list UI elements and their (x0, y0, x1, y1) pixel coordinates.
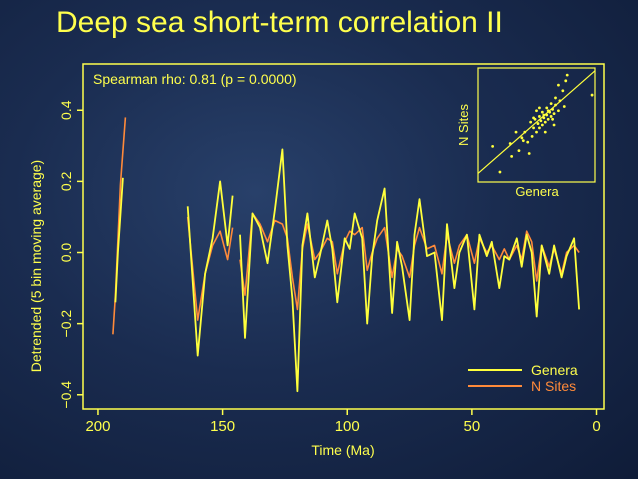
inset-point (538, 115, 541, 118)
inset-point (565, 73, 569, 77)
inset-point (545, 113, 549, 117)
series-line-genera (114, 177, 124, 303)
inset-point (520, 136, 524, 140)
inset-point (529, 120, 533, 124)
inset-point (510, 154, 514, 158)
inset-point (543, 120, 547, 124)
inset-point (557, 83, 560, 87)
series-layer (112, 117, 580, 393)
x-tick-label: 150 (210, 418, 235, 435)
inset-x-label: Genera (515, 184, 559, 199)
y-tick-label: 0.4 (58, 100, 74, 120)
legend-label-nsites: N Sites (531, 378, 576, 394)
inset-point (564, 79, 568, 83)
inset-point (491, 144, 495, 148)
x-tick-label: 0 (592, 418, 600, 435)
inset-point (530, 135, 534, 138)
inset-point (536, 122, 540, 125)
inset-point (546, 109, 550, 113)
y-tick-label: −0.4 (58, 381, 74, 409)
inset-y-label: N Sites (456, 104, 471, 146)
plot-frame (82, 63, 605, 410)
inset-point (542, 116, 546, 120)
inset-point (557, 109, 560, 113)
inset-point (540, 110, 544, 114)
inset-point (551, 117, 554, 121)
inset-point (538, 126, 541, 130)
inset-point (527, 152, 531, 155)
inset-point (554, 96, 557, 100)
inset-point (539, 119, 543, 123)
inset-point (517, 149, 521, 153)
y-tick-label: 0.0 (58, 243, 74, 263)
inset-point (508, 142, 512, 145)
annotation: Spearman rho: 0.81 (p = 0.0000) (93, 71, 297, 87)
inset-point (545, 106, 549, 110)
inset-point (521, 139, 525, 143)
series-line-genera (239, 148, 580, 393)
inset-point (540, 123, 544, 127)
legend: Genera N Sites (468, 362, 578, 394)
inset-point (514, 130, 518, 134)
inset-layer (477, 70, 596, 174)
inset-point (526, 140, 530, 144)
y-ticks: −0.4 −0.2 0.0 0.2 0.4 (58, 100, 83, 409)
inset-point (532, 116, 535, 120)
x-tick-label: 50 (464, 418, 481, 435)
inset-point (562, 105, 566, 108)
x-tick-label: 100 (335, 418, 360, 435)
inset-point (543, 130, 547, 134)
inset-point (549, 102, 553, 106)
inset-point (590, 93, 594, 97)
inset-point (535, 130, 538, 134)
series-line-n-sites (239, 212, 580, 311)
legend-label-genera: Genera (531, 362, 578, 378)
y-tick-label: −0.2 (58, 310, 74, 338)
inset-point (551, 107, 554, 111)
inset-point (542, 113, 546, 117)
inset-point (523, 130, 527, 134)
inset-point (498, 170, 502, 174)
y-tick-label: 0.2 (58, 171, 74, 191)
series-line-n-sites (186, 216, 234, 321)
inset-fit-line (477, 70, 596, 174)
x-tick-label: 200 (85, 418, 110, 435)
inset-point (538, 106, 541, 110)
inset-point (535, 109, 538, 113)
x-axis-label: Time (Ma) (311, 442, 374, 458)
page-title: Deep sea short-term correlation II (56, 6, 503, 39)
inset-point (532, 126, 535, 130)
inset-point (558, 99, 562, 103)
inset-point (546, 117, 550, 121)
inset-point (552, 123, 556, 127)
y-axis-label: Detrended (5 bin moving average) (28, 160, 44, 372)
inset-point (552, 112, 556, 115)
x-ticks: 200 150 100 50 0 (85, 409, 601, 435)
inset-frame (477, 67, 596, 183)
inset-point (561, 89, 565, 93)
series-line-genera (186, 180, 234, 357)
inset-point (554, 103, 557, 107)
inset-point (549, 115, 553, 118)
inset-scatter: Genera N Sites (456, 67, 596, 199)
